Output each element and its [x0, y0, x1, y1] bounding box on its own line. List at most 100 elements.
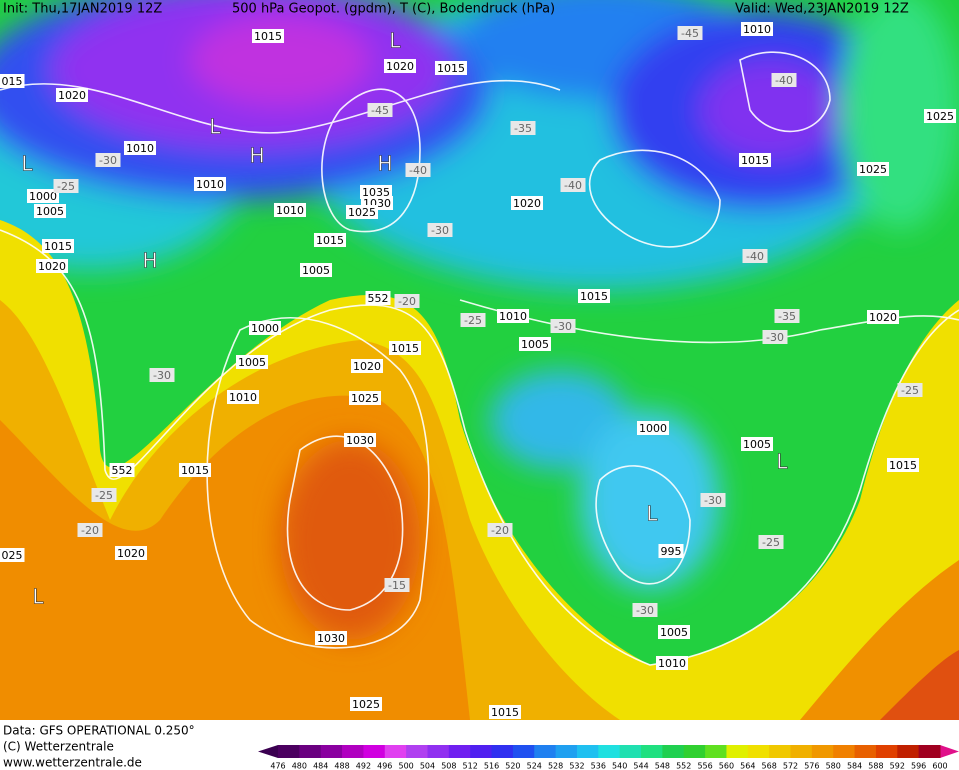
isobar-label-box	[741, 437, 773, 451]
isobar-label-box	[365, 291, 391, 305]
isobar-label: 1015	[316, 234, 344, 247]
isobar-label-box	[741, 22, 773, 36]
temperature-label-box	[427, 223, 453, 237]
temperature-label-box	[95, 153, 121, 167]
isobar-label-box	[34, 204, 66, 218]
colorbar-end	[940, 745, 959, 758]
isobar-label-box	[887, 458, 919, 472]
colorbar-swatch	[854, 745, 877, 758]
temperature-label: -30	[99, 154, 117, 167]
valid-time: Valid: Wed,23JAN2019 12Z	[735, 2, 909, 17]
isobar-label: 1005	[238, 356, 266, 369]
colorbar-swatch	[448, 745, 471, 758]
isobar-label-box	[346, 205, 378, 219]
colorbar-label: 516	[484, 762, 499, 770]
isobar-label-box	[56, 88, 88, 102]
colorbar-swatch	[406, 745, 428, 758]
colorbar-swatch	[299, 745, 322, 758]
isobar-label: 1020	[513, 197, 541, 210]
isobar-label-box	[109, 463, 135, 477]
colorbar-label: 568	[762, 762, 777, 770]
isobar-label: 025	[2, 549, 23, 562]
isobar-label-box	[315, 631, 347, 645]
colorbar-swatch	[833, 745, 856, 758]
temperature-label-box	[771, 73, 797, 87]
colorbar-label: 512	[463, 762, 478, 770]
isobar-label: 1005	[302, 264, 330, 277]
temperature-label: -30	[554, 320, 572, 333]
pressure-center: L	[209, 115, 221, 139]
colorbar-label: 564	[740, 762, 755, 770]
isobar-label: 995	[661, 545, 682, 558]
isobar-label: 1025	[348, 206, 376, 219]
temperature-label: -45	[681, 27, 699, 40]
temperature-label-box	[77, 523, 103, 537]
isobar-label-box	[519, 337, 551, 351]
colorbar-label: 548	[655, 762, 670, 770]
isobar-label: 015	[2, 75, 23, 88]
isobar-label-box	[497, 309, 529, 323]
temperature-label: -35	[778, 310, 796, 323]
isobar-label: 1025	[926, 110, 954, 123]
pressure-center: H	[249, 144, 264, 168]
colorbar-swatch	[576, 745, 599, 758]
isobar-label-box	[739, 153, 771, 167]
temperature-label-box	[384, 578, 410, 592]
isobar-label-box	[344, 433, 376, 447]
colorbar-swatch	[384, 745, 407, 758]
temperature-label-box	[897, 383, 923, 397]
isobar-label: 1020	[58, 89, 86, 102]
isobar-label-box	[300, 263, 332, 277]
colorbar-label: 540	[612, 762, 627, 770]
isobar-label: 1015	[181, 464, 209, 477]
isobar-label-box	[27, 189, 59, 203]
isobar-label-box	[124, 141, 156, 155]
isobar-label-box	[389, 341, 421, 355]
colorbar-label: 496	[377, 762, 392, 770]
colorbar-swatch	[491, 745, 514, 758]
temperature-label: -30	[431, 224, 449, 237]
temperature-label: -35	[514, 122, 532, 135]
isobar-label: 1020	[353, 360, 381, 373]
isobar-label: 1000	[639, 422, 667, 435]
temperature-label: -30	[636, 604, 654, 617]
isobar-label-box	[637, 421, 669, 435]
temperature-label: -25	[57, 180, 75, 193]
data-source: Data: GFS OPERATIONAL 0.250°	[3, 724, 195, 738]
colorbar-label: 600	[932, 762, 947, 770]
isobar-label-box	[867, 310, 899, 324]
isobar-label-box	[115, 546, 147, 560]
isobar-label-box	[658, 625, 690, 639]
temperature-label: -25	[464, 314, 482, 327]
colorbar-swatch	[555, 745, 578, 758]
colorbar-label: 520	[505, 762, 520, 770]
colorbar-label: 572	[783, 762, 798, 770]
colorbar-label: 500	[398, 762, 413, 770]
temperature-label-box	[758, 535, 784, 549]
isobar-label-box	[227, 390, 259, 404]
isobar-label: 1000	[29, 190, 57, 203]
isobar-label-box	[36, 259, 68, 273]
colorbar-swatch	[534, 745, 557, 758]
isobar-label: 1015	[491, 706, 519, 719]
isobar-label: 1025	[351, 392, 379, 405]
isobar-label: 1010	[126, 142, 154, 155]
temperature-label: -40	[564, 179, 582, 192]
temperature-label: -45	[371, 104, 389, 117]
colorbar-swatch	[747, 745, 770, 758]
colorbar-swatch	[320, 745, 343, 758]
pressure-center: L	[32, 585, 44, 609]
temperature-label-box	[91, 488, 117, 502]
isobar-label: 1015	[889, 459, 917, 472]
colorbar-label: 492	[356, 762, 371, 770]
temperature-label-box	[762, 330, 788, 344]
isobar-label-box	[314, 233, 346, 247]
isobar-label: 1010	[229, 391, 257, 404]
isobar-label-box	[249, 321, 281, 335]
colorbar-label: 484	[313, 762, 328, 770]
isobar-label-box	[489, 705, 521, 719]
isobar-label-box	[274, 203, 306, 217]
colorbar-label: 588	[868, 762, 883, 770]
colorbar-label: 504	[420, 762, 435, 770]
isobar-label-box	[42, 239, 74, 253]
